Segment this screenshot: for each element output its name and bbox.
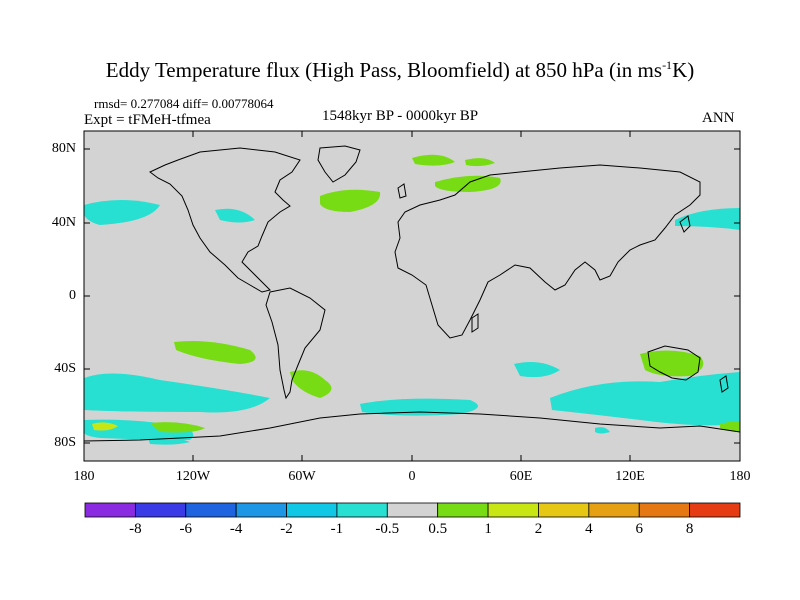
colorbar-swatch xyxy=(185,502,237,518)
lon-label-180e: 180 xyxy=(729,469,751,484)
colorbar-swatch xyxy=(235,502,287,518)
colorbar-tick-label: 2 xyxy=(534,521,543,537)
axis-ticks xyxy=(84,131,740,461)
lon-label-60w: 60W xyxy=(288,469,316,484)
colorbar-tick-label: -1 xyxy=(330,521,344,537)
colorbar-tick-label: 0.5 xyxy=(428,521,448,537)
yellow-patches xyxy=(92,422,118,431)
lat-label-0: 0 xyxy=(69,288,76,303)
colorbar-swatch xyxy=(588,502,640,518)
lon-label-0: 0 xyxy=(408,469,416,484)
lon-label-60e: 60E xyxy=(509,469,533,484)
colorbar-tick-label: 1 xyxy=(484,521,492,537)
colorbar-swatch xyxy=(689,502,741,518)
colorbar-swatch xyxy=(487,502,539,518)
lon-label-180w: 180 xyxy=(73,469,95,484)
experiment-label: Expt = tFMeH-tfmea xyxy=(84,112,211,128)
colorbar-swatch xyxy=(386,502,439,518)
lat-label-40s: 40S xyxy=(54,361,76,376)
colorbar-swatch xyxy=(437,502,489,518)
colorbar-swatch xyxy=(538,502,590,518)
colorbar-tick-label: -4 xyxy=(229,521,243,537)
colorbar-tick-label: 6 xyxy=(635,521,643,537)
season-label: ANN xyxy=(702,110,735,126)
lat-label-80s: 80S xyxy=(54,435,76,450)
colorbar-swatch xyxy=(134,502,187,518)
colorbar-tick-label: -6 xyxy=(179,521,193,537)
colorbar-tick-label: -2 xyxy=(280,521,293,537)
negative-patches xyxy=(84,200,740,445)
colorbar-swatch xyxy=(84,502,136,518)
lat-label-80n: 80N xyxy=(51,141,76,156)
colorbar-tick-label: -8 xyxy=(129,521,142,537)
lon-label-120e: 120E xyxy=(615,469,645,484)
colorbar-swatch xyxy=(638,502,691,518)
colorbar-swatch xyxy=(336,502,388,518)
period-label: 1548kyr BP - 0000kyr BP xyxy=(322,108,479,124)
coastlines xyxy=(83,145,741,442)
lat-label-40n: 40N xyxy=(51,215,76,230)
colorbar-swatch xyxy=(286,502,338,518)
stats-text: rmsd= 0.277084 diff= 0.00778064 xyxy=(94,96,274,111)
colorbar-tick-label: -0.5 xyxy=(375,521,400,537)
colorbar-tick-label: 8 xyxy=(685,521,694,537)
lon-label-120w: 120W xyxy=(175,469,211,484)
chart-title: Eddy Temperature flux (High Pass, Bloomf… xyxy=(105,58,695,82)
colorbar-tick-label: 4 xyxy=(585,521,593,537)
